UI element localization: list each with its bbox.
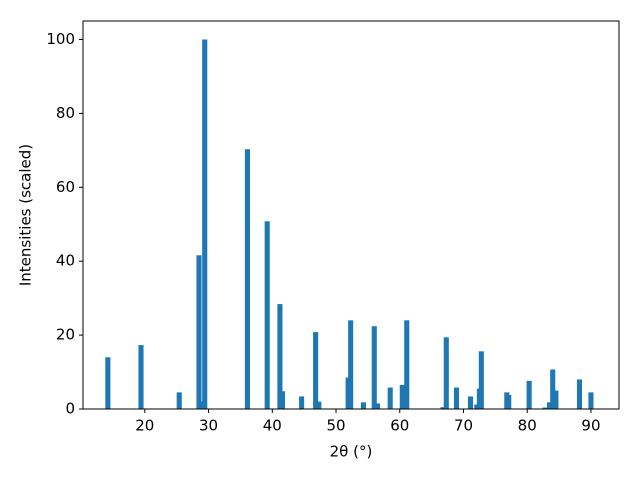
bar: [202, 39, 208, 409]
bar: [196, 255, 202, 409]
bar: [313, 332, 319, 409]
bar: [588, 392, 594, 409]
bar: [264, 221, 270, 409]
bar: [404, 320, 410, 409]
x-tick-label: 20: [135, 417, 154, 435]
y-tick-label: 100: [46, 30, 75, 48]
x-tick-label: 30: [199, 417, 218, 435]
bar: [374, 403, 380, 409]
bar: [453, 387, 460, 409]
bar: [553, 390, 559, 409]
bar: [105, 357, 111, 409]
bar: [277, 304, 283, 409]
x-tick-label: 50: [326, 417, 345, 435]
x-tick-label: 80: [518, 417, 537, 435]
x-tick-label: 60: [390, 417, 409, 435]
y-tick-label: 0: [65, 400, 75, 418]
bar: [371, 326, 377, 409]
y-tick-label: 20: [56, 326, 75, 344]
bar: [443, 337, 449, 409]
bar: [299, 396, 305, 409]
y-tick-label: 40: [56, 252, 75, 270]
bar: [526, 380, 532, 409]
bar: [316, 401, 322, 409]
bar: [138, 345, 144, 409]
bar: [546, 402, 553, 409]
y-tick-label: 80: [56, 104, 75, 122]
bar: [506, 394, 512, 409]
bar: [542, 407, 548, 409]
x-tick-label: 40: [263, 417, 282, 435]
x-tick-label: 90: [581, 417, 600, 435]
y-axis-label: Intensities (scaled): [17, 144, 35, 286]
y-tick-label: 60: [56, 178, 75, 196]
bar: [478, 351, 484, 409]
bar: [550, 369, 556, 409]
bar: [360, 402, 366, 409]
plot-frame: [82, 20, 620, 410]
bar: [576, 379, 583, 409]
bar: [176, 392, 182, 409]
bar: [387, 387, 393, 409]
bar: [399, 384, 405, 409]
bar: [244, 149, 250, 409]
bar: [467, 396, 474, 409]
bar: [279, 391, 286, 409]
x-axis-label: 2θ (°): [330, 443, 373, 461]
x-tick-label: 70: [454, 417, 473, 435]
bar: [348, 320, 354, 409]
bar: [440, 407, 446, 409]
